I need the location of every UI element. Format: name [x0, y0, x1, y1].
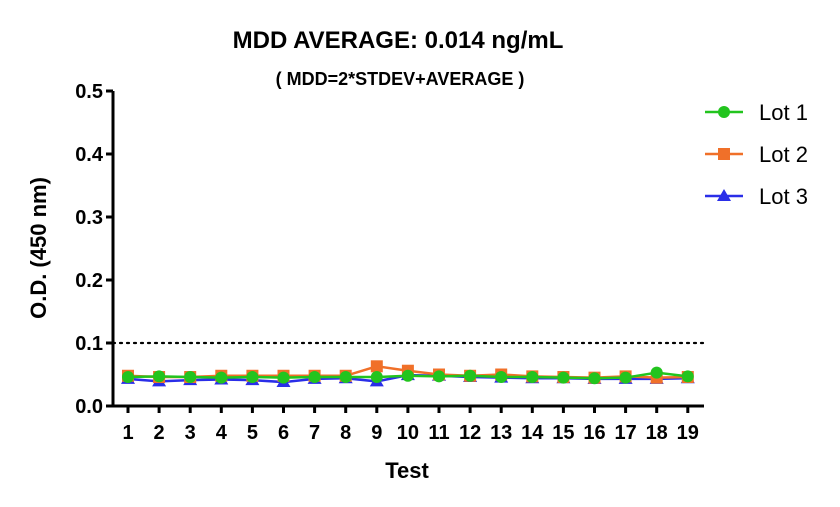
data-point — [557, 371, 570, 384]
data-point — [370, 360, 383, 373]
x-tick-label: 12 — [459, 422, 481, 444]
legend-label: Lot 3 — [759, 184, 808, 209]
data-point — [215, 371, 228, 384]
data-point — [277, 371, 290, 384]
data-point — [681, 370, 694, 383]
y-tick-label: 0.4 — [75, 144, 104, 166]
chart-subtitle: ( MDD=2*STDEV+AVERAGE ) — [276, 69, 525, 89]
x-tick-label: 3 — [185, 422, 196, 444]
data-point — [339, 371, 352, 384]
legend-item-lot-2: Lot 2 — [705, 142, 808, 167]
x-tick-label: 16 — [583, 422, 605, 444]
x-tick-label: 7 — [309, 422, 320, 444]
legend-item-lot-3: Lot 3 — [705, 184, 808, 209]
data-point — [153, 370, 166, 383]
x-tick-label: 8 — [340, 422, 351, 444]
data-point — [370, 371, 383, 384]
data-point — [184, 371, 197, 384]
x-tick-label: 17 — [614, 422, 636, 444]
y-tick-label: 0.2 — [75, 270, 103, 292]
legend: Lot 1 Lot 2 Lot 3 — [705, 100, 808, 209]
x-tick-label: 15 — [552, 422, 574, 444]
legend-marker — [718, 106, 730, 118]
legend-marker — [717, 189, 731, 201]
x-tick-label: 14 — [521, 422, 544, 444]
y-tick-label: 0.5 — [75, 81, 103, 103]
series-lot-1 — [122, 366, 694, 385]
x-tick-label: 11 — [428, 422, 449, 444]
data-point — [619, 371, 632, 384]
data-point — [495, 371, 508, 384]
y-tick-label: 0.0 — [75, 396, 103, 418]
x-tick-label: 18 — [646, 422, 668, 444]
chart-title: MDD AVERAGE: 0.014 ng/mL — [233, 27, 564, 54]
data-point — [122, 371, 134, 384]
legend-marker — [718, 148, 730, 160]
x-tick-label: 10 — [397, 422, 419, 444]
x-tick-label: 2 — [154, 422, 165, 444]
series-layer — [121, 360, 695, 388]
x-tick-label: 9 — [371, 422, 382, 444]
x-axis-label: Test — [385, 458, 429, 483]
legend-item-lot-1: Lot 1 — [705, 100, 808, 125]
data-point — [246, 371, 259, 384]
x-tick-label: 19 — [677, 422, 699, 444]
y-axis-label: O.D. (450 nm) — [26, 177, 51, 319]
axes: 0.00.10.20.30.40.51 2 3 4 5 6 7 8 9 10 11 12 13 14 15 1… — [75, 81, 704, 444]
x-tick-label: 13 — [490, 422, 512, 444]
legend-label: Lot 1 — [759, 100, 808, 125]
x-tick-label: 4 — [216, 422, 228, 444]
data-point — [401, 369, 414, 382]
data-point — [526, 371, 539, 384]
data-point — [650, 366, 663, 379]
x-tick-label: 1 — [122, 422, 133, 444]
y-tick-label: 0.3 — [75, 207, 103, 229]
y-tick-label: 0.1 — [75, 333, 103, 355]
data-point — [308, 371, 321, 384]
data-point — [433, 370, 445, 383]
x-tick-label: 5 — [247, 422, 258, 444]
x-tick-label: 6 — [278, 422, 289, 444]
data-point — [588, 372, 601, 385]
legend-label: Lot 2 — [759, 142, 808, 167]
data-point — [464, 369, 477, 382]
